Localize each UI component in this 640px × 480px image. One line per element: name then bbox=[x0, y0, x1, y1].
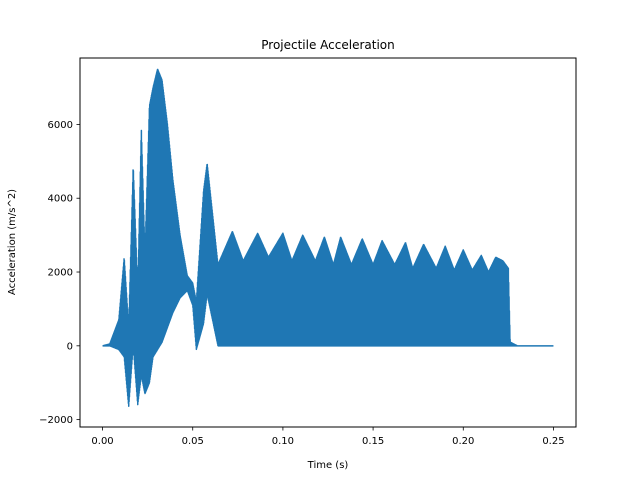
x-axis-label: Time (s) bbox=[307, 460, 349, 471]
y-tick-label: 2000 bbox=[48, 268, 73, 279]
x-tick-label: 0.00 bbox=[91, 436, 113, 447]
chart-title: Projectile Acceleration bbox=[261, 38, 395, 52]
y-tick-label: 0 bbox=[67, 341, 73, 352]
y-tick-label: −2000 bbox=[39, 415, 73, 426]
x-tick-label: 0.10 bbox=[272, 436, 294, 447]
plot-frame bbox=[79, 57, 577, 428]
x-tick-label: 0.20 bbox=[452, 436, 474, 447]
y-axis: −2000 0 2000 4000 6000 bbox=[39, 120, 80, 426]
y-tick-label: 4000 bbox=[48, 194, 73, 205]
series-layer bbox=[101, 68, 555, 407]
x-tick-label: 0.25 bbox=[542, 436, 564, 447]
y-axis-label: Acceleration (m/s^2) bbox=[7, 189, 18, 295]
x-tick-label: 0.15 bbox=[362, 436, 384, 447]
x-axis: 0.00 0.05 0.10 0.15 0.20 0.25 bbox=[91, 427, 565, 447]
y-tick-label: 6000 bbox=[48, 120, 73, 131]
x-tick-label: 0.05 bbox=[182, 436, 204, 447]
series-line bbox=[101, 68, 555, 407]
